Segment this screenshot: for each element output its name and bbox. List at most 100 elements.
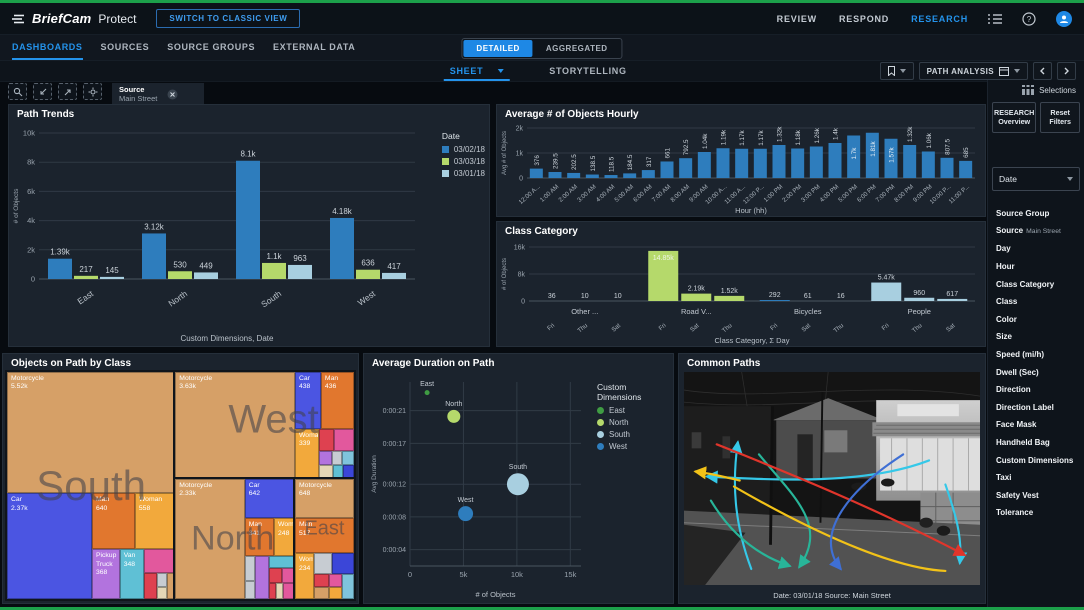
- treemap-cell-motorcycle[interactable]: Motorcycle 3.63k: [175, 372, 295, 479]
- tab-external-data[interactable]: EXTERNAL DATA: [273, 41, 356, 52]
- bar-South-03/03/18[interactable]: [262, 262, 286, 279]
- treemap-cell-van[interactable]: Van 348: [119, 549, 145, 599]
- bar-10:00 P...[interactable]: [940, 157, 954, 178]
- treemap-cell-pickup-truck[interactable]: Pickup Truck 368: [91, 549, 120, 599]
- treemap-cell[interactable]: [144, 572, 157, 599]
- bar-5:00 AM[interactable]: [623, 173, 637, 178]
- filter-chip-source[interactable]: Source Main Street: [112, 83, 204, 108]
- bar-Bicycles-Fri[interactable]: [759, 300, 790, 301]
- treemap-cell[interactable]: [328, 573, 342, 587]
- tab-storytelling[interactable]: STORYTELLING: [549, 66, 627, 76]
- top-nav-research[interactable]: RESEARCH: [911, 13, 968, 24]
- treemap-cell[interactable]: [319, 450, 332, 465]
- scatter-point-north[interactable]: [447, 409, 461, 423]
- treemap-cell[interactable]: [343, 464, 354, 479]
- filter-item-dwell-sec-[interactable]: Dwell (Sec): [996, 367, 1039, 377]
- filter-item-source[interactable]: Source Main Street: [996, 226, 1061, 236]
- mode-aggregated[interactable]: AGGREGATED: [545, 44, 608, 53]
- research-overview-button[interactable]: RESEARCH Overview: [992, 102, 1037, 133]
- bar-3:00 AM[interactable]: [585, 174, 599, 178]
- filter-item-size[interactable]: Size: [996, 332, 1013, 342]
- filter-item-direction[interactable]: Direction: [996, 385, 1031, 395]
- scatter-point-east[interactable]: [424, 390, 430, 396]
- bookmark-button[interactable]: [879, 62, 914, 80]
- treemap-cell[interactable]: [328, 586, 342, 599]
- treemap-cell-motorcycle[interactable]: Motorcycle 5.52k: [7, 372, 176, 494]
- bar-1:00 AM[interactable]: [548, 172, 562, 178]
- bar-People-Fri[interactable]: [871, 282, 902, 301]
- bar-East-03/03/18[interactable]: [74, 275, 98, 279]
- treemap-cell-man[interactable]: Man 640: [91, 493, 135, 550]
- bar-West-03/01/18[interactable]: [382, 272, 406, 279]
- treemap-cell-woman[interactable]: Woman 248: [274, 518, 295, 556]
- help-icon[interactable]: ?: [1022, 11, 1036, 26]
- zoom-selection-tool-icon[interactable]: [8, 83, 27, 100]
- bar-4:00 PM[interactable]: [828, 143, 842, 178]
- treemap-cell-car[interactable]: Car 642: [244, 478, 295, 519]
- user-avatar[interactable]: [1056, 10, 1072, 27]
- bar-East-03/02/18[interactable]: [48, 258, 72, 279]
- bar-South-03/01/18[interactable]: [288, 264, 312, 279]
- legend-item-east[interactable]: East: [597, 406, 673, 415]
- bar-4:00 AM[interactable]: [604, 175, 618, 178]
- treemap-cell[interactable]: [244, 580, 256, 599]
- date-dropdown[interactable]: Date: [992, 166, 1080, 191]
- bar-West-03/02/18[interactable]: [330, 217, 354, 279]
- tab-sources[interactable]: SOURCES: [100, 41, 150, 52]
- bar-Road V...-Thu[interactable]: [714, 295, 745, 301]
- bar-North-03/01/18[interactable]: [194, 272, 218, 279]
- treemap-cell[interactable]: [275, 583, 283, 599]
- close-icon[interactable]: [167, 89, 178, 100]
- filter-item-color[interactable]: Color: [996, 314, 1017, 324]
- treemap-cell[interactable]: [255, 555, 269, 599]
- legend-item-south[interactable]: South: [597, 430, 673, 439]
- switch-to-classic-view-button[interactable]: SWITCH TO CLASSIC VIEW: [156, 9, 301, 28]
- bar-1:00 PM[interactable]: [772, 145, 786, 178]
- bar-9:00 PM[interactable]: [921, 151, 935, 179]
- treemap-cell[interactable]: [332, 553, 354, 574]
- bar-North-03/02/18[interactable]: [142, 233, 166, 279]
- bar-7:00 PM[interactable]: [884, 138, 898, 178]
- treemap-cell[interactable]: [144, 549, 176, 573]
- legend-item-west[interactable]: West: [597, 442, 673, 451]
- treemap-cell-woman[interactable]: Woman 234: [295, 553, 315, 599]
- treemap-cell[interactable]: [314, 553, 333, 574]
- treemap-cell[interactable]: [156, 586, 167, 599]
- mode-detailed[interactable]: DETAILED: [463, 40, 533, 57]
- treemap-cell-man[interactable]: Man 341: [244, 518, 275, 556]
- bar-6:00 PM[interactable]: [865, 132, 879, 178]
- legend-item-03/02/18[interactable]: 03/02/18: [441, 145, 485, 154]
- treemap-cell[interactable]: [341, 573, 354, 599]
- treemap-cell[interactable]: [342, 450, 354, 465]
- bar-10:00 A...[interactable]: [716, 148, 730, 178]
- treemap-cell-man[interactable]: Man 517: [295, 518, 354, 554]
- pan-selection-tool-icon[interactable]: [33, 83, 52, 100]
- treemap-cell-motorcycle[interactable]: Motorcycle 648: [295, 478, 354, 519]
- filter-item-handheld-bag[interactable]: Handheld Bag: [996, 438, 1050, 447]
- treemap-cell[interactable]: [319, 464, 333, 479]
- bar-6:00 AM[interactable]: [641, 170, 655, 178]
- bar-Road V...-Sat[interactable]: [681, 293, 712, 301]
- bar-People-Sat[interactable]: [937, 298, 968, 301]
- treemap-cell[interactable]: [334, 428, 354, 451]
- filter-item-hour[interactable]: Hour: [996, 262, 1015, 272]
- settings-selection-tool-icon[interactable]: [83, 83, 102, 100]
- selections-list-icon[interactable]: [988, 13, 1002, 25]
- treemap-cell-motorcycle[interactable]: Motorcycle 2.33k: [175, 478, 245, 599]
- treemap-cell[interactable]: [268, 583, 276, 599]
- bar-People-Thu[interactable]: [904, 297, 935, 301]
- bar-2:00 PM[interactable]: [791, 148, 805, 179]
- bar-3:00 PM[interactable]: [809, 146, 823, 179]
- treemap-cell[interactable]: [166, 572, 176, 599]
- treemap-cell-woman[interactable]: Woman 558: [134, 493, 176, 550]
- bar-8:00 AM[interactable]: [679, 158, 693, 178]
- filter-item-face-mask[interactable]: Face Mask: [996, 420, 1037, 430]
- treemap-cell[interactable]: [268, 555, 295, 568]
- bar-11:00 A...[interactable]: [735, 148, 749, 178]
- tab-sheet[interactable]: SHEET: [443, 63, 510, 81]
- filter-item-safety-vest[interactable]: Safety Vest: [996, 490, 1039, 500]
- legend-item-north[interactable]: North: [597, 418, 673, 427]
- bar-East-03/01/18[interactable]: [100, 276, 124, 279]
- treemap-cell[interactable]: [281, 567, 295, 584]
- bar-5:00 PM[interactable]: [847, 135, 861, 179]
